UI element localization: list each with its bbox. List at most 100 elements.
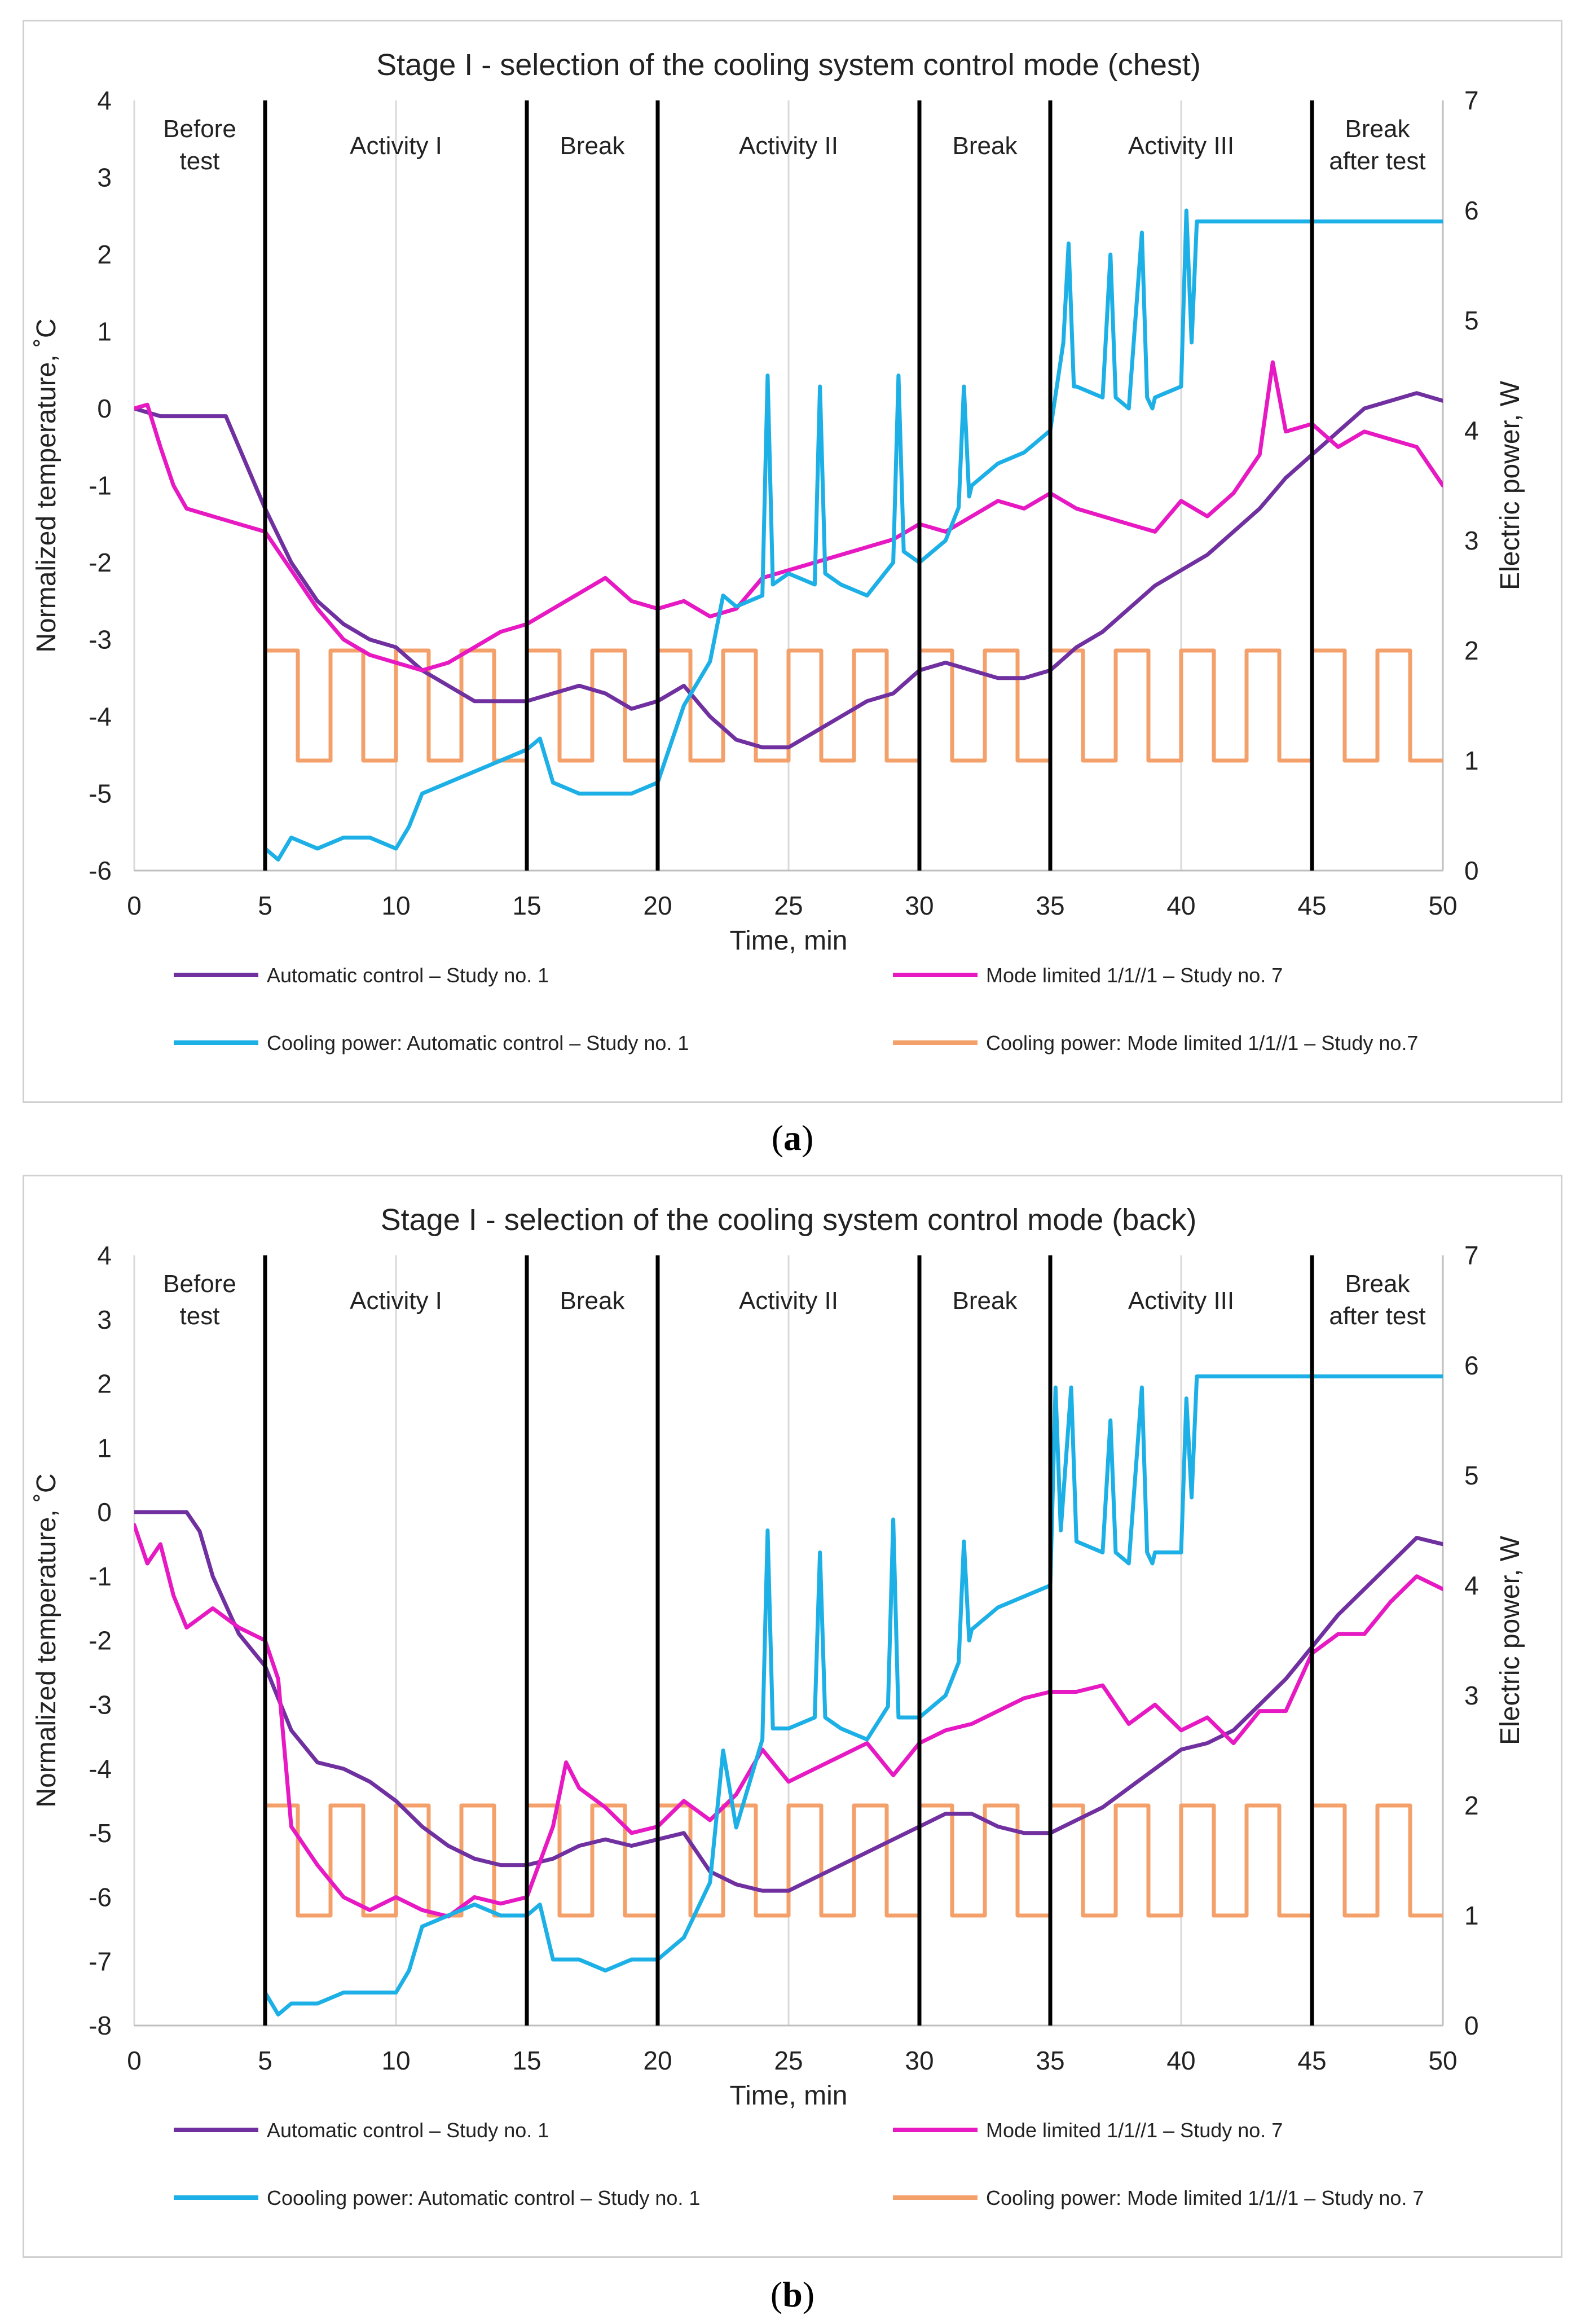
x-tick-label: 40 (1166, 891, 1195, 920)
y-tick-label: -4 (89, 1754, 112, 1783)
legend-item: Cooling power: Mode limited 1/1//1 – Stu… (893, 1031, 1418, 1055)
y-tick-label: -5 (89, 1818, 112, 1848)
legend-label: Automatic control – Study no. 1 (267, 964, 549, 987)
x-tick-label: 45 (1297, 891, 1326, 920)
legend-label: Coooling power: Automatic control – Stud… (267, 2186, 700, 2209)
phase-label: Break after test (1329, 1270, 1425, 1330)
phase-label-text: Break (1345, 115, 1411, 143)
series-line (263, 1374, 1443, 2017)
y-tick-label: -7 (89, 1947, 112, 1976)
legend-label: Automatic control – Study no. 1 (267, 2119, 549, 2142)
legend-item: Mode limited 1/1//1 – Study no. 7 (893, 2119, 1283, 2142)
y-tick-label: 1 (97, 1433, 112, 1462)
plot-area (134, 1374, 1443, 2017)
y2-tick-label: 5 (1464, 1461, 1479, 1490)
phase-label-text: Break (560, 132, 626, 160)
y2-tick-label: 3 (1464, 1681, 1479, 1710)
y-tick-label: -1 (89, 471, 112, 500)
phase-label: Activity II (739, 132, 838, 160)
x-tick-label: 25 (774, 2046, 803, 2075)
x-axis-label: Time, min (730, 2081, 848, 2111)
series-line (263, 1803, 1443, 1918)
caption-b: (b) (770, 2274, 815, 2314)
phase-label-text: Activity III (1128, 1287, 1234, 1315)
phase-label: Before test (163, 115, 236, 175)
phase-label: Break after test (1329, 115, 1425, 175)
y-tick-label: -6 (89, 856, 112, 885)
legend-item: Cooling power: Automatic control – Study… (174, 1031, 689, 1055)
x-tick-label: 50 (1428, 891, 1457, 920)
phase-label: Before test (163, 1270, 236, 1330)
x-tick-label: 10 (381, 891, 410, 920)
phase-label: Activity II (739, 1287, 838, 1315)
y-tick-label: -5 (89, 779, 112, 809)
x-tick-label: 35 (1036, 891, 1064, 920)
x-tick-label: 5 (258, 891, 272, 920)
y2-tick-label: 2 (1464, 1791, 1479, 1820)
x-tick-label: 30 (905, 2046, 934, 2075)
phase-label-text: Activity II (739, 132, 838, 160)
phase-label-text: after test (1329, 1302, 1425, 1330)
chart-back: Stage I - selection of the cooling syste… (32, 1203, 1525, 2209)
phase-label-text: Activity I (350, 1287, 442, 1315)
series-line (134, 360, 1443, 673)
phase-label-text: test (180, 1302, 220, 1330)
chart-chest: Stage I - selection of the cooling syste… (32, 48, 1525, 1055)
legend-label: Mode limited 1/1//1 – Study no. 7 (986, 2119, 1283, 2142)
y-tick-label: 0 (97, 1497, 112, 1527)
series-line (134, 1523, 1443, 1919)
y-tick-label: 1 (97, 317, 112, 346)
chart-title: Stage I - selection of the cooling syste… (381, 1203, 1197, 1237)
phase-label-text: Break (560, 1287, 626, 1315)
y2-tick-label: 1 (1464, 1901, 1479, 1930)
x-tick-label: 40 (1166, 2046, 1195, 2075)
phase-label-text: Before (163, 115, 236, 143)
phase-label: Break (953, 132, 1018, 160)
phase-label-text: Activity I (350, 132, 442, 160)
legend-label: Cooling power: Mode limited 1/1//1 – Stu… (986, 1031, 1418, 1055)
x-axis-label: Time, min (730, 926, 848, 956)
phase-label: Activity III (1128, 132, 1234, 160)
phase-label-text: test (180, 147, 220, 175)
legend-label: Cooling power: Mode limited 1/1//1 – Stu… (986, 2186, 1424, 2209)
y-tick-label: 2 (97, 240, 112, 269)
y-axis-label: Normalized temperature, ˚C (32, 1473, 61, 1807)
phase-label-text: Before (163, 1270, 236, 1298)
legend-item: Coooling power: Automatic control – Stud… (174, 2186, 700, 2209)
x-tick-label: 15 (512, 891, 541, 920)
phase-label-text: Break (953, 1287, 1018, 1315)
phase-label-text: Activity II (739, 1287, 838, 1315)
chart-title: Stage I - selection of the cooling syste… (376, 48, 1201, 82)
y-tick-label: -1 (89, 1562, 112, 1591)
x-tick-label: 45 (1297, 2046, 1326, 2075)
series-line (263, 648, 1443, 763)
phase-label: Activity I (350, 1287, 442, 1315)
y-tick-label: -3 (89, 1690, 112, 1719)
phase-label-text: Break (953, 132, 1018, 160)
x-tick-label: 35 (1036, 2046, 1064, 2075)
y-tick-label: -4 (89, 702, 112, 731)
legend-item: Automatic control – Study no. 1 (174, 964, 549, 987)
y-axis-label: Normalized temperature, ˚C (32, 318, 61, 652)
y2-tick-label: 7 (1464, 1241, 1479, 1270)
series-line (134, 1510, 1443, 1893)
x-tick-label: 0 (127, 891, 142, 920)
x-tick-label: 20 (643, 891, 672, 920)
phase-label: Activity III (1128, 1287, 1234, 1315)
phase-label: Activity I (350, 132, 442, 160)
x-tick-label: 20 (643, 2046, 672, 2075)
x-tick-label: 50 (1428, 2046, 1457, 2075)
x-tick-label: 30 (905, 891, 934, 920)
y2-tick-label: 4 (1464, 416, 1479, 445)
x-tick-label: 10 (381, 2046, 410, 2075)
series-line (134, 391, 1443, 750)
caption-a: (a) (771, 1118, 814, 1158)
legend-item: Mode limited 1/1//1 – Study no. 7 (893, 964, 1283, 987)
phase-label: Break (953, 1287, 1018, 1315)
y2-tick-label: 0 (1464, 2011, 1479, 2040)
y2-tick-label: 3 (1464, 526, 1479, 555)
y-tick-label: 0 (97, 394, 112, 423)
x-tick-label: 15 (512, 2046, 541, 2075)
y-tick-label: 4 (97, 86, 112, 115)
phase-label-text: Activity III (1128, 132, 1234, 160)
